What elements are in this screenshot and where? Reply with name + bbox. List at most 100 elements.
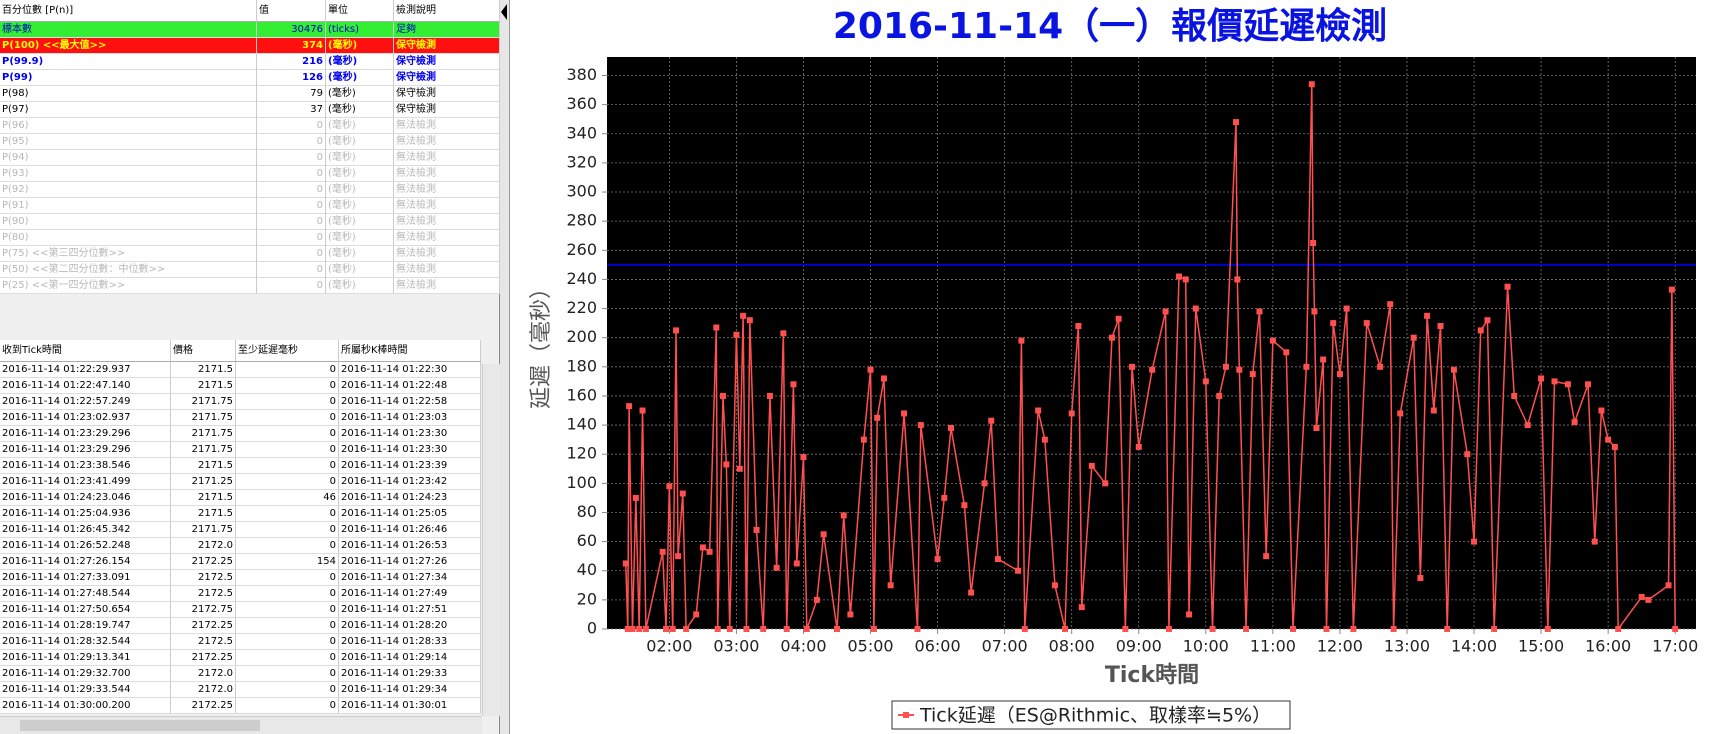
table-row: 2016-11-14 01:26:52.248 2172.0 0 2016-11-14…: [0, 538, 481, 554]
table-cell: 0: [236, 602, 339, 618]
data-point: [766, 392, 773, 399]
table-cell: P(92): [0, 182, 257, 198]
table-row: 2016-11-14 01:23:29.296 2171.75 0 2016-11-1…: [0, 442, 481, 458]
table-row: 2016-11-14 01:23:38.546 2171.5 0 2016-11-14…: [0, 458, 481, 474]
table-cell: 0: [236, 378, 339, 394]
data-point: [1417, 575, 1424, 582]
table-cell: 2016-11-14 01:27:33.091: [0, 570, 171, 586]
x-tick-label: 14:00: [1451, 637, 1497, 656]
table-cell: 2016-11-14 01:27:51: [339, 602, 481, 618]
table-row: P(99) 126 (毫秒) 保守檢測: [0, 70, 500, 86]
data-point: [1202, 378, 1209, 385]
data-point: [743, 626, 750, 632]
data-point: [1591, 538, 1598, 545]
data-point: [659, 548, 666, 555]
data-point: [639, 407, 646, 414]
table-cell: 0: [236, 426, 339, 442]
table-row: P(25) <<第一四分位數>> 0 (毫秒) 無法檢測: [0, 278, 500, 294]
y-tick-label: 200: [566, 327, 597, 346]
data-point: [1236, 366, 1243, 373]
y-axis-title: 延遲（毫秒）: [529, 277, 554, 409]
table-cell: 2172.0: [171, 538, 236, 554]
data-point: [887, 582, 894, 589]
table-cell: 2016-11-14 01:27:26.154: [0, 554, 171, 570]
table-cell: (毫秒): [326, 150, 394, 166]
data-point: [726, 626, 733, 632]
v-scrollbar[interactable]: [482, 364, 500, 716]
data-point: [1437, 323, 1444, 330]
table-cell: 無法檢測: [394, 198, 500, 214]
data-point: [629, 626, 636, 632]
data-point: [988, 417, 995, 424]
column-header: 所屬秒K棒時間: [339, 340, 481, 362]
data-point: [1232, 119, 1239, 126]
table-cell: 2016-11-14 01:29:13.341: [0, 650, 171, 666]
y-tick-label: 20: [577, 589, 597, 608]
data-point: [867, 366, 874, 373]
table-cell: P(94): [0, 150, 257, 166]
table-cell: 0: [236, 682, 339, 698]
table-header: 百分位數 [P(n)] 值單位 檢測說明: [0, 0, 500, 22]
splitter[interactable]: [500, 0, 510, 734]
data-point: [1605, 436, 1612, 443]
table-row: 2016-11-14 01:29:13.341 2172.25 0 2016-11-1…: [0, 650, 481, 666]
table-cell: 0: [257, 150, 326, 166]
data-point: [1343, 305, 1350, 312]
table-cell: 2016-11-14 01:29:32.700: [0, 666, 171, 682]
table-cell: 2016-11-14 01:23:29.296: [0, 426, 171, 442]
data-point: [1638, 593, 1645, 600]
y-tick-label: 40: [577, 560, 597, 579]
data-point: [803, 626, 810, 632]
data-point: [1598, 407, 1605, 414]
table-cell: 2016-11-14 01:22:48: [339, 378, 481, 394]
table-cell: P(90): [0, 214, 257, 230]
table-row: P(93) 0 (毫秒) 無法檢測: [0, 166, 500, 182]
x-tick-label: 07:00: [982, 637, 1028, 656]
data-point: [642, 626, 649, 632]
data-point: [1308, 81, 1315, 88]
table-cell: 無法檢測: [394, 166, 500, 182]
table-cell: 2016-11-14 01:29:33: [339, 666, 481, 682]
table-cell: (毫秒): [326, 182, 394, 198]
table-cell: 無法檢測: [394, 246, 500, 262]
table-cell: 無法檢測: [394, 182, 500, 198]
y-tick-label: 300: [566, 182, 597, 201]
table-cell: 2172.5: [171, 586, 236, 602]
table-cell: 2016-11-14 01:28:33: [339, 634, 481, 650]
data-point: [1323, 626, 1330, 632]
data-point: [723, 461, 730, 468]
table-cell: 保守檢測: [394, 86, 500, 102]
table-cell: 無法檢測: [394, 262, 500, 278]
data-point: [1015, 567, 1022, 574]
x-tick-label: 03:00: [713, 637, 759, 656]
table-cell: 2016-11-14 01:23:03: [339, 410, 481, 426]
x-tick-label: 10:00: [1183, 637, 1229, 656]
table-cell: 0: [257, 134, 326, 150]
data-point: [746, 317, 753, 324]
table-cell: P(96): [0, 118, 257, 134]
table-cell: 2172.0: [171, 682, 236, 698]
table-cell: P(75) <<第三四分位數>>: [0, 246, 257, 262]
data-point: [1018, 337, 1025, 344]
data-point: [706, 548, 713, 555]
table-cell: 216: [257, 54, 326, 70]
x-tick-label: 06:00: [915, 637, 961, 656]
table-cell: 無法檢測: [394, 150, 500, 166]
data-point: [632, 494, 639, 501]
data-point: [1410, 334, 1417, 341]
table-cell: 2016-11-14 01:25:04.936: [0, 506, 171, 522]
table-cell: P(91): [0, 198, 257, 214]
data-point: [1363, 320, 1370, 327]
h-scrollbar[interactable]: [0, 716, 482, 734]
data-point: [1175, 273, 1182, 280]
table-cell: 2171.5: [171, 490, 236, 506]
data-point: [1450, 366, 1457, 373]
data-point: [1249, 371, 1256, 378]
table-cell: 0: [236, 650, 339, 666]
x-tick-label: 12:00: [1317, 637, 1363, 656]
data-point: [1035, 407, 1042, 414]
x-tick-label: 04:00: [780, 637, 826, 656]
table-cell: 126: [257, 70, 326, 86]
data-point: [847, 611, 854, 618]
table-cell: 2016-11-14 01:27:48.544: [0, 586, 171, 602]
